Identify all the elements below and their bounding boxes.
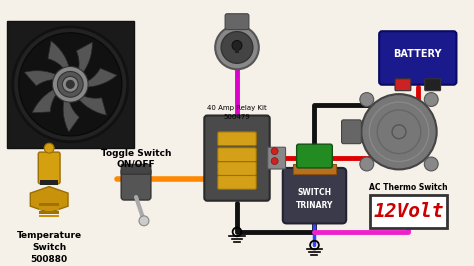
Circle shape bbox=[139, 216, 149, 226]
Text: 500479: 500479 bbox=[224, 114, 250, 119]
Circle shape bbox=[360, 157, 374, 171]
FancyBboxPatch shape bbox=[218, 132, 256, 146]
Polygon shape bbox=[24, 71, 59, 86]
Circle shape bbox=[271, 158, 278, 165]
Circle shape bbox=[13, 27, 128, 142]
Text: ON/OFF: ON/OFF bbox=[117, 159, 155, 168]
FancyBboxPatch shape bbox=[292, 164, 336, 174]
FancyBboxPatch shape bbox=[121, 168, 151, 200]
Circle shape bbox=[360, 93, 374, 106]
FancyBboxPatch shape bbox=[283, 168, 346, 223]
Polygon shape bbox=[76, 42, 92, 75]
FancyBboxPatch shape bbox=[225, 14, 249, 30]
Circle shape bbox=[66, 80, 74, 88]
Circle shape bbox=[63, 76, 78, 92]
FancyBboxPatch shape bbox=[39, 199, 59, 202]
Polygon shape bbox=[32, 88, 58, 113]
Circle shape bbox=[53, 66, 88, 102]
FancyBboxPatch shape bbox=[342, 120, 361, 144]
FancyBboxPatch shape bbox=[39, 214, 59, 218]
FancyBboxPatch shape bbox=[39, 203, 59, 206]
Polygon shape bbox=[30, 186, 68, 213]
FancyBboxPatch shape bbox=[204, 115, 270, 201]
Text: SWITCH: SWITCH bbox=[297, 188, 331, 197]
Polygon shape bbox=[77, 94, 107, 115]
Polygon shape bbox=[63, 97, 79, 132]
Circle shape bbox=[424, 93, 438, 106]
Circle shape bbox=[361, 94, 437, 169]
FancyBboxPatch shape bbox=[379, 31, 456, 85]
FancyBboxPatch shape bbox=[297, 144, 332, 168]
FancyBboxPatch shape bbox=[235, 45, 239, 53]
FancyBboxPatch shape bbox=[218, 161, 256, 176]
Circle shape bbox=[44, 143, 54, 153]
FancyBboxPatch shape bbox=[268, 147, 285, 169]
Text: TRINARY: TRINARY bbox=[296, 201, 333, 210]
Text: Toggle Switch: Toggle Switch bbox=[101, 149, 171, 159]
FancyBboxPatch shape bbox=[39, 207, 59, 210]
FancyBboxPatch shape bbox=[38, 152, 60, 184]
Text: 12Volt: 12Volt bbox=[373, 202, 444, 221]
Text: Switch: Switch bbox=[32, 243, 66, 252]
Polygon shape bbox=[48, 41, 70, 71]
Circle shape bbox=[232, 40, 242, 51]
Circle shape bbox=[57, 72, 83, 97]
FancyBboxPatch shape bbox=[40, 180, 58, 185]
Text: 40 Amp Relay Kit: 40 Amp Relay Kit bbox=[207, 105, 267, 111]
FancyBboxPatch shape bbox=[121, 164, 151, 174]
FancyBboxPatch shape bbox=[218, 148, 256, 161]
Text: BATTERY: BATTERY bbox=[393, 49, 442, 59]
Text: 500880: 500880 bbox=[31, 255, 68, 264]
Circle shape bbox=[424, 157, 438, 171]
Text: AC Thermo Switch: AC Thermo Switch bbox=[369, 183, 448, 192]
Circle shape bbox=[271, 148, 278, 155]
FancyBboxPatch shape bbox=[370, 195, 447, 228]
FancyBboxPatch shape bbox=[395, 79, 411, 91]
Circle shape bbox=[221, 32, 253, 63]
FancyBboxPatch shape bbox=[218, 176, 256, 189]
FancyBboxPatch shape bbox=[425, 79, 440, 91]
Circle shape bbox=[19, 33, 122, 136]
Circle shape bbox=[215, 26, 259, 69]
Text: Temperature: Temperature bbox=[17, 231, 82, 240]
FancyBboxPatch shape bbox=[39, 211, 59, 214]
Polygon shape bbox=[84, 68, 117, 87]
FancyBboxPatch shape bbox=[7, 21, 134, 148]
